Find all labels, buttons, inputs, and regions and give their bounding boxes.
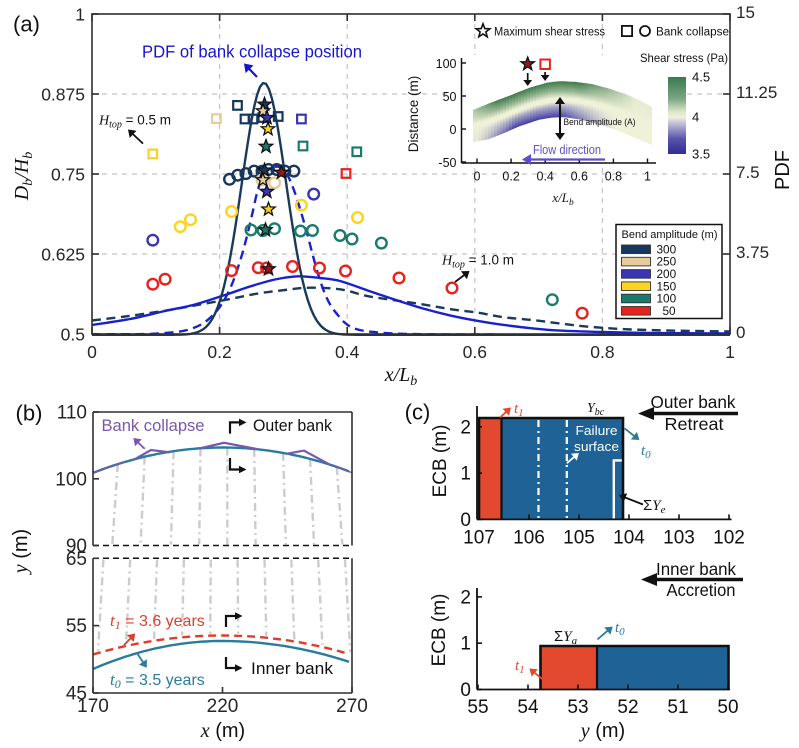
svg-text:0.5: 0.5 bbox=[61, 325, 85, 345]
svg-text:ECB (m): ECB (m) bbox=[430, 425, 451, 498]
svg-text:150: 150 bbox=[657, 279, 677, 293]
svg-text:0.875: 0.875 bbox=[41, 85, 85, 105]
svg-text:t1: t1 bbox=[514, 401, 524, 419]
svg-text:ΣYe: ΣYe bbox=[643, 497, 666, 516]
svg-text:2: 2 bbox=[460, 417, 471, 438]
svg-text:Accretion: Accretion bbox=[667, 580, 736, 600]
svg-text:Retreat: Retreat bbox=[665, 414, 724, 434]
svg-text:t0: t0 bbox=[641, 443, 651, 461]
svg-text:0: 0 bbox=[87, 342, 97, 362]
svg-text:104: 104 bbox=[613, 528, 645, 549]
svg-text:(c): (c) bbox=[405, 400, 431, 425]
svg-text:4: 4 bbox=[692, 110, 699, 125]
svg-text:0: 0 bbox=[460, 510, 471, 531]
svg-text:1: 1 bbox=[460, 464, 471, 485]
svg-text:100: 100 bbox=[55, 469, 87, 490]
svg-text:t1: t1 bbox=[515, 658, 525, 676]
svg-text:Outer bank: Outer bank bbox=[651, 392, 736, 412]
svg-text:100: 100 bbox=[657, 292, 677, 306]
svg-text:100: 100 bbox=[436, 57, 457, 71]
svg-text:x/Lb: x/Lb bbox=[551, 190, 574, 208]
svg-text:0.8: 0.8 bbox=[590, 342, 614, 362]
svg-text:0.4: 0.4 bbox=[335, 342, 360, 362]
svg-text:PDF of bank collapse position: PDF of bank collapse position bbox=[142, 42, 362, 62]
svg-text:50: 50 bbox=[717, 697, 738, 718]
svg-text:1: 1 bbox=[725, 342, 735, 362]
svg-text:45: 45 bbox=[66, 684, 87, 705]
svg-text:t0 = 3.5 years: t0 = 3.5 years bbox=[110, 670, 205, 691]
svg-text:106: 106 bbox=[513, 528, 545, 549]
svg-text:0.6: 0.6 bbox=[463, 342, 487, 362]
svg-text:3.75: 3.75 bbox=[736, 243, 769, 262]
svg-text:102: 102 bbox=[713, 528, 745, 549]
svg-text:2: 2 bbox=[460, 587, 471, 608]
svg-text:surface: surface bbox=[574, 440, 619, 454]
svg-text:0.4: 0.4 bbox=[537, 170, 554, 184]
svg-text:0: 0 bbox=[474, 170, 481, 184]
svg-text:Maximum shear stress: Maximum shear stress bbox=[494, 27, 605, 39]
svg-text:Inner bank: Inner bank bbox=[656, 559, 736, 579]
svg-text:220: 220 bbox=[207, 696, 239, 717]
svg-text:4.5: 4.5 bbox=[692, 70, 710, 85]
svg-text:Failure: Failure bbox=[576, 424, 618, 438]
svg-text:50: 50 bbox=[443, 90, 457, 104]
svg-text:Inner bank: Inner bank bbox=[251, 659, 334, 678]
svg-text:(a): (a) bbox=[13, 12, 40, 37]
svg-text:105: 105 bbox=[563, 528, 595, 549]
svg-text:t1 = 3.6 years: t1 = 3.6 years bbox=[110, 611, 205, 632]
svg-text:0.75: 0.75 bbox=[51, 165, 85, 185]
svg-text:300: 300 bbox=[657, 242, 677, 256]
svg-text:0: 0 bbox=[736, 323, 745, 342]
svg-text:0: 0 bbox=[450, 123, 457, 137]
svg-text:51: 51 bbox=[667, 697, 688, 718]
svg-text:1: 1 bbox=[75, 5, 85, 25]
svg-text:Shear stress (Pa): Shear stress (Pa) bbox=[640, 51, 728, 65]
svg-text:Bend amplitude (m): Bend amplitude (m) bbox=[622, 229, 718, 241]
svg-text:1: 1 bbox=[644, 170, 651, 184]
svg-text:0.6: 0.6 bbox=[571, 170, 588, 184]
svg-text:50: 50 bbox=[663, 304, 677, 318]
svg-text:y (m): y (m) bbox=[10, 529, 32, 575]
svg-text:t0: t0 bbox=[615, 620, 625, 638]
svg-text:Bend amplitude (A): Bend amplitude (A) bbox=[564, 117, 636, 127]
svg-text:3.5: 3.5 bbox=[692, 147, 710, 162]
svg-text:Bank collapse: Bank collapse bbox=[102, 416, 205, 435]
svg-text:Flow direction: Flow direction bbox=[533, 142, 601, 157]
svg-text:ECB (m): ECB (m) bbox=[429, 594, 450, 667]
svg-text:Distance (m): Distance (m) bbox=[406, 76, 421, 153]
svg-text:-50: -50 bbox=[438, 156, 456, 170]
svg-text:y (m): y (m) bbox=[579, 720, 625, 742]
svg-text:Bank collapse: Bank collapse bbox=[656, 27, 729, 39]
svg-text:55: 55 bbox=[467, 697, 488, 718]
svg-text:107: 107 bbox=[463, 528, 495, 549]
svg-text:7.5: 7.5 bbox=[736, 163, 760, 182]
svg-text:55: 55 bbox=[66, 616, 87, 637]
svg-text:1: 1 bbox=[460, 634, 471, 655]
svg-text:65: 65 bbox=[66, 549, 87, 570]
svg-text:11.25: 11.25 bbox=[736, 83, 777, 102]
svg-text:0.8: 0.8 bbox=[605, 170, 622, 184]
svg-text:x (m): x (m) bbox=[200, 720, 245, 742]
svg-text:110: 110 bbox=[57, 403, 87, 424]
svg-text:103: 103 bbox=[663, 528, 695, 549]
svg-text:170: 170 bbox=[77, 696, 109, 717]
svg-text:54: 54 bbox=[517, 697, 539, 718]
svg-text:0.625: 0.625 bbox=[41, 245, 85, 265]
svg-text:53: 53 bbox=[567, 697, 588, 718]
svg-text:90: 90 bbox=[66, 536, 87, 557]
svg-text:0: 0 bbox=[460, 680, 471, 701]
svg-text:(b): (b) bbox=[16, 401, 43, 426]
svg-text:Db/Hb: Db/Hb bbox=[11, 152, 36, 201]
svg-text:15: 15 bbox=[736, 3, 755, 22]
svg-text:270: 270 bbox=[336, 696, 368, 717]
svg-text:PDF: PDF bbox=[772, 150, 794, 190]
svg-text:250: 250 bbox=[657, 255, 677, 269]
svg-text:0.2: 0.2 bbox=[207, 342, 231, 362]
svg-text:Outer bank: Outer bank bbox=[253, 416, 332, 435]
svg-text:200: 200 bbox=[657, 267, 677, 281]
svg-text:52: 52 bbox=[617, 697, 638, 718]
svg-text:0.2: 0.2 bbox=[502, 170, 519, 184]
